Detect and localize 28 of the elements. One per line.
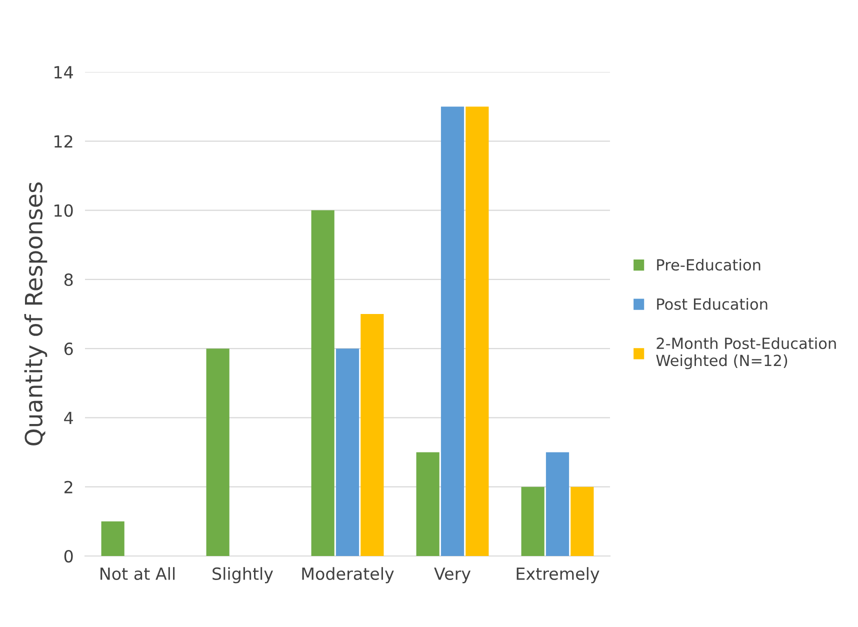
bar	[466, 106, 489, 556]
y-tick-label: 0	[64, 550, 73, 563]
legend-label: Post Education	[657, 298, 768, 310]
y-tick-label: 12	[54, 135, 72, 148]
y-axis-title: Quantity of Responses	[24, 182, 48, 446]
x-tick-label: Slightly	[212, 567, 274, 584]
bar	[101, 521, 124, 556]
legend-label: 2-Month Post-Education Weighted (N=12)	[656, 337, 836, 370]
bar	[206, 348, 230, 556]
y-tick-label: 10	[54, 204, 73, 217]
x-tick-label: Very	[434, 568, 471, 584]
y-tick-label: 6	[64, 342, 73, 356]
bar	[336, 348, 360, 556]
y-tick-label: 2	[64, 480, 72, 494]
y-tick-label: 14	[54, 66, 73, 78]
bar	[360, 314, 384, 556]
bar	[570, 486, 594, 556]
y-tick-label: 8	[64, 273, 73, 286]
bar	[440, 106, 464, 556]
x-tick-label: Extremely	[516, 567, 600, 584]
x-tick-label: Moderately	[302, 567, 394, 584]
bar	[311, 210, 334, 556]
legend-label: Pre-Education	[657, 258, 760, 271]
bar	[546, 452, 570, 556]
bar	[416, 452, 440, 556]
y-tick-label: 4	[64, 412, 73, 424]
x-tick-label: Not at All	[100, 567, 175, 580]
bar	[521, 486, 544, 556]
